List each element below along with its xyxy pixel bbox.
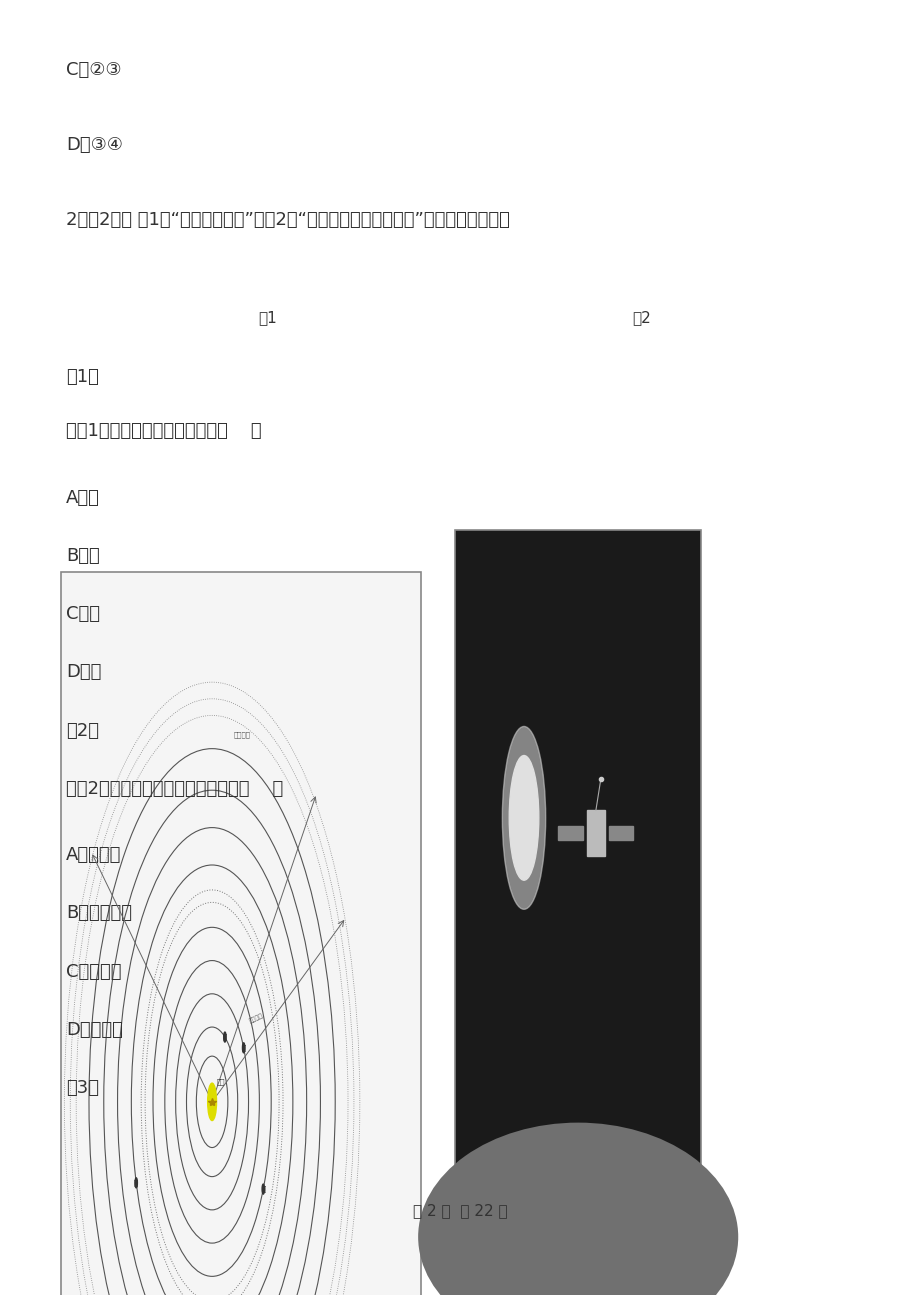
Text: 图2: 图2 <box>631 310 651 326</box>
Text: C．銀河系: C．銀河系 <box>66 962 121 980</box>
Circle shape <box>243 1043 244 1053</box>
Text: 小行星带: 小行星带 <box>248 1013 264 1023</box>
Text: D．③④: D．③④ <box>66 135 123 154</box>
Text: （2）: （2） <box>66 721 99 740</box>
Bar <box>608 825 632 841</box>
Text: A．甲: A．甲 <box>66 490 100 506</box>
Ellipse shape <box>418 1122 737 1302</box>
Text: 乙: 乙 <box>242 1044 245 1051</box>
Text: 如图1中表示地球公转轨道的是（    ）: 如图1中表示地球公转轨道的是（ ） <box>66 422 261 440</box>
Text: 图1: 图1 <box>258 310 277 326</box>
Circle shape <box>509 755 539 880</box>
Bar <box>586 810 604 855</box>
Text: 柯伊伯带: 柯伊伯带 <box>233 732 250 738</box>
Text: B．河外星系: B．河外星系 <box>66 905 132 923</box>
Circle shape <box>223 1032 226 1042</box>
Circle shape <box>502 727 545 909</box>
Text: 甲: 甲 <box>222 1034 227 1040</box>
Circle shape <box>262 1184 264 1194</box>
Text: 第 2 页  共 22 页: 第 2 页 共 22 页 <box>413 1203 506 1219</box>
Text: 如图2中的天体不属于哪个天体系统（    ）: 如图2中的天体不属于哪个天体系统（ ） <box>66 780 283 798</box>
Text: C．丙: C．丙 <box>66 605 100 624</box>
Bar <box>455 530 700 1286</box>
Text: C．②③: C．②③ <box>66 61 121 79</box>
Text: A．太阳系: A．太阳系 <box>66 846 121 865</box>
Bar <box>558 825 583 841</box>
Text: 太阳: 太阳 <box>217 1078 225 1086</box>
Text: B．乙: B．乙 <box>66 547 99 565</box>
Text: （3）: （3） <box>66 1079 99 1098</box>
Circle shape <box>208 1083 216 1121</box>
Text: （1）: （1） <box>66 368 99 387</box>
Text: 丙: 丙 <box>261 1186 265 1193</box>
Circle shape <box>135 1178 137 1187</box>
Text: 2．（2分） 图1为“太阳系模式图”，图2为“绕月球运动的嫦娥三号”．读图完成下题．: 2．（2分） 图1为“太阳系模式图”，图2为“绕月球运动的嫦娥三号”．读图完成下… <box>66 211 509 229</box>
Text: 丁: 丁 <box>134 1180 138 1186</box>
Text: D．总星系: D．总星系 <box>66 1021 123 1039</box>
Text: D．丁: D．丁 <box>66 664 101 681</box>
Bar <box>61 572 420 1302</box>
